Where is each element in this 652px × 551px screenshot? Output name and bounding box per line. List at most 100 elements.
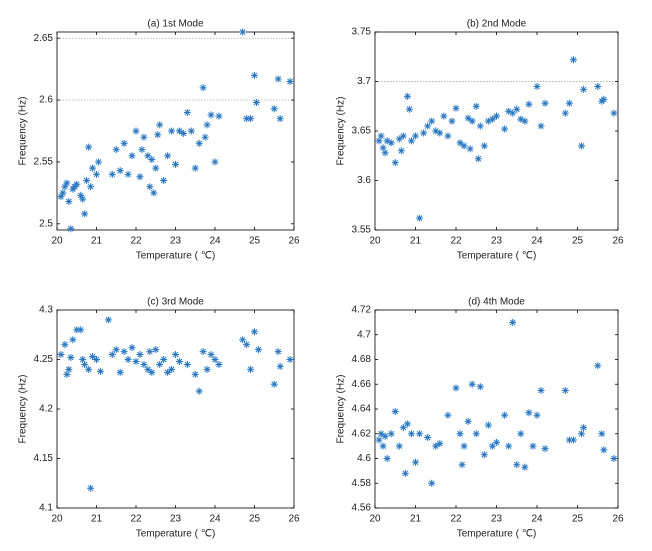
data-point (251, 328, 258, 336)
data-point (172, 351, 179, 359)
data-point (276, 362, 284, 370)
data-point (274, 348, 282, 356)
data-point (65, 198, 73, 206)
data-point (87, 484, 95, 492)
x-tick-label: 26 (288, 236, 300, 247)
data-point (120, 348, 128, 356)
data-point (63, 370, 71, 378)
x-axis-label: Temperature ( ℃) (457, 529, 537, 540)
x-tick-label: 26 (612, 236, 624, 247)
data-point (395, 135, 403, 143)
data-point (517, 430, 525, 438)
plot-area (56, 31, 295, 231)
data-point (73, 326, 81, 334)
x-tick-label: 21 (410, 514, 422, 525)
data-point (211, 356, 219, 363)
data-point (195, 387, 203, 395)
data-point (59, 189, 67, 197)
y-tick-label: 4.68 (352, 354, 372, 365)
data-point (132, 357, 140, 365)
data-point (403, 92, 411, 100)
y-tick-label: 3.75 (352, 27, 372, 38)
data-point (168, 365, 176, 373)
data-point (146, 348, 154, 356)
data-point (569, 56, 577, 64)
data-point (525, 409, 533, 417)
data-point (144, 152, 152, 160)
data-point (505, 442, 513, 450)
data-point (403, 420, 411, 428)
data-point (128, 152, 136, 160)
data-point (565, 99, 573, 107)
data-point (140, 360, 148, 368)
x-axis-label: Temperature ( ℃) (136, 251, 216, 262)
y-tick-label: 4.6 (357, 453, 371, 464)
x-tick-label: 23 (491, 236, 503, 247)
y-tick-label: 4.64 (352, 404, 372, 415)
data-point (179, 129, 187, 137)
data-point (432, 127, 440, 135)
data-point (484, 117, 492, 125)
x-tick-label: 26 (288, 514, 300, 525)
x-axis-label: Temperature ( ℃) (136, 529, 216, 540)
data-point (416, 430, 424, 438)
data-point (85, 365, 93, 373)
data-point (412, 458, 419, 466)
data-point (154, 131, 162, 139)
data-point (150, 189, 158, 197)
data-point (452, 384, 460, 392)
data-point (476, 122, 484, 130)
y-axis-label: Frequency (Hz) (336, 375, 347, 444)
y-tick-label: 3.6 (357, 175, 371, 186)
data-point (580, 424, 588, 432)
data-point (488, 442, 496, 450)
data-point (525, 100, 533, 108)
x-tick-label: 24 (209, 514, 221, 525)
data-point (116, 167, 124, 175)
data-point (104, 316, 112, 324)
data-point (61, 341, 69, 349)
data-point (600, 446, 608, 454)
data-point (83, 177, 91, 184)
data-point (501, 125, 509, 133)
data-point (452, 104, 460, 112)
data-point (383, 455, 391, 462)
data-point (211, 158, 219, 166)
y-tick-label: 4.3 (39, 305, 53, 316)
y-tick-label: 2.6 (39, 95, 53, 106)
data-point (124, 356, 132, 363)
x-tick-label: 22 (450, 236, 462, 247)
data-point (448, 117, 456, 125)
data-point (420, 129, 428, 137)
x-tick-label: 20 (51, 514, 63, 525)
data-point (73, 180, 81, 188)
data-point (480, 142, 488, 150)
data-point (85, 143, 93, 151)
data-point (65, 365, 73, 373)
plot-area (374, 309, 619, 509)
data-point (57, 193, 65, 201)
data-point (395, 442, 403, 450)
data-point (464, 114, 472, 122)
data-point (594, 362, 602, 370)
y-tick-label: 4.2 (39, 404, 53, 415)
data-point (529, 442, 537, 450)
data-point (610, 109, 618, 117)
data-point (183, 360, 191, 368)
data-point (509, 109, 517, 117)
data-point (207, 351, 215, 359)
data-point (428, 479, 436, 487)
data-point (108, 351, 116, 359)
data-point (156, 360, 164, 368)
data-point (201, 133, 209, 141)
data-point (239, 336, 247, 344)
data-point (254, 346, 262, 354)
data-point (383, 137, 391, 145)
data-point (466, 145, 474, 153)
plot-area (56, 309, 295, 509)
data-point (377, 430, 385, 438)
data-point (187, 127, 195, 135)
data-point (513, 461, 521, 469)
y-tick-label: 3.65 (352, 126, 372, 137)
data-point (436, 440, 444, 448)
